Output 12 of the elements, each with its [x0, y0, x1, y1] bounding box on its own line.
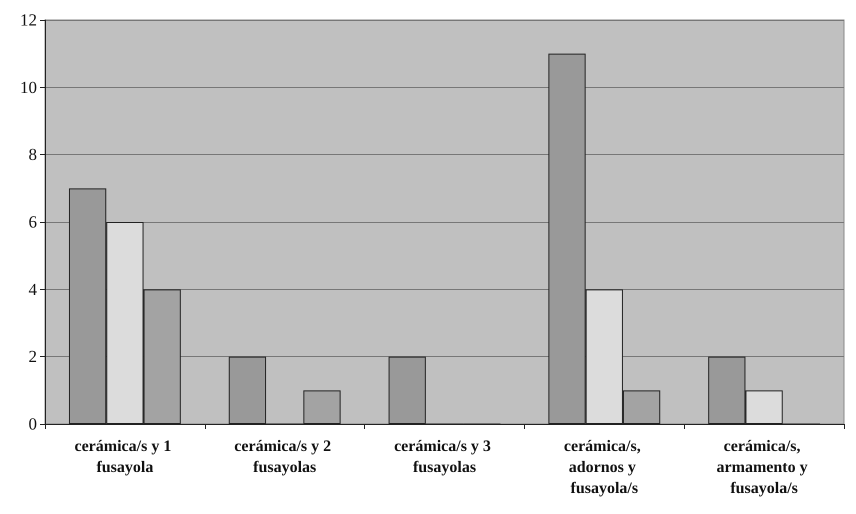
y-tick-label: 6 [28, 212, 37, 232]
x-tick-label: cerámica/s, adornos y fusayola/s [564, 438, 645, 497]
y-tick-label: 10 [20, 78, 37, 97]
y-tick-label: 8 [28, 145, 37, 164]
y-tick-label: 0 [28, 414, 37, 434]
y-tick-label: 4 [28, 280, 38, 299]
x-tick-label: cerámica/s y 2 fusayolas [234, 438, 336, 476]
y-tick-label: 12 [20, 10, 37, 30]
y-tick-label: 2 [28, 347, 37, 366]
x-tick-label: cerámica/s y 3 fusayolas [394, 438, 495, 476]
x-tick-label: cerámica/s y 1 fusayola [74, 438, 176, 476]
x-tick-label: cerámica/s, armamento y fusayola/s [716, 438, 812, 497]
